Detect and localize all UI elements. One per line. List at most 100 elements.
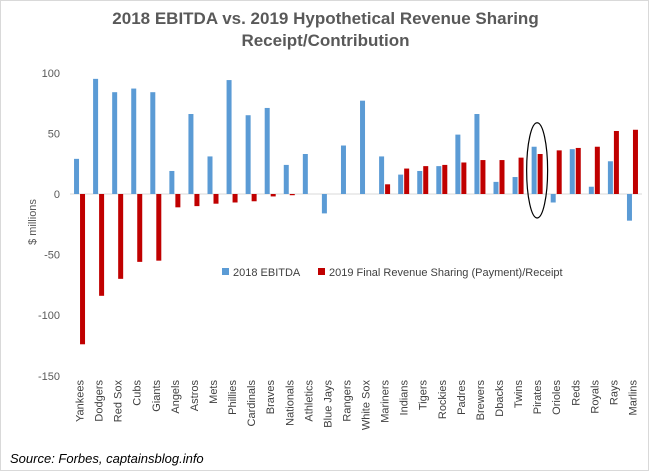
revenue-sharing-bar-nationals	[289, 194, 295, 196]
ebitda-bar-dbacks	[493, 181, 499, 194]
category-label-brewers: Brewers	[475, 380, 487, 421]
category-label-royals: Royals	[589, 380, 601, 414]
ebitda-bar-braves	[264, 107, 270, 194]
category-label-yankees: Yankees	[75, 380, 87, 422]
ebitda-bar-rangers	[340, 145, 346, 194]
revenue-sharing-bar-cubs	[137, 194, 143, 262]
axis-layer: -150 -100 -50 0 50 100	[38, 68, 642, 383]
ebitda-bar-dodgers	[93, 78, 99, 194]
revenue-sharing-bar-brewers	[480, 160, 486, 194]
revenue-sharing-bar-indians	[404, 168, 410, 194]
revenue-sharing-bar-padres	[461, 162, 467, 194]
revenue-sharing-bar-yankees	[80, 194, 86, 345]
category-label-reds: Reds	[570, 380, 582, 406]
revenue-sharing-bar-red-sox	[118, 194, 124, 279]
ebitda-bar-angels	[169, 170, 175, 194]
ebitda-bar-rockies	[436, 166, 442, 194]
ebitda-bar-rays	[607, 161, 613, 194]
revenue-sharing-bar-astros	[194, 194, 200, 207]
legend-swatch-revenue-sharing	[318, 268, 325, 275]
category-label-rays: Rays	[608, 380, 620, 406]
bar-layer	[74, 78, 638, 345]
ebitda-bar-blue-jays	[321, 194, 327, 214]
category-label-dodgers: Dodgers	[94, 380, 106, 422]
source-note: Source: Forbes, captainsblog.info	[10, 451, 204, 466]
y-tick-label: -50	[44, 250, 60, 262]
category-labels: Yankees Dodgers Red Sox Cubs Giants Angels Ast…	[75, 380, 640, 431]
category-label-rockies: Rockies	[437, 380, 449, 420]
ebitda-bar-royals	[588, 186, 594, 194]
y-tick-label: 100	[42, 68, 60, 80]
legend-swatch-ebitda	[222, 268, 229, 275]
category-label-mets: Mets	[208, 380, 220, 404]
revenue-sharing-bar-pirates	[537, 154, 543, 194]
ebitda-bar-red-sox	[112, 92, 118, 194]
category-label-astros: Astros	[189, 380, 201, 412]
category-label-twins: Twins	[513, 380, 525, 409]
chart-title: 2018 EBITDA vs. 2019 Hypothetical Revenu…	[0, 8, 651, 52]
category-label-cubs: Cubs	[132, 380, 144, 406]
category-label-rangers: Rangers	[341, 380, 353, 422]
category-label-white-sox: White Sox	[361, 380, 373, 431]
chart-title-line-1: 2018 EBITDA vs. 2019 Hypothetical Revenu…	[112, 9, 539, 28]
category-label-athletics: Athletics	[303, 380, 315, 422]
category-label-indians: Indians	[399, 380, 411, 416]
revenue-sharing-bar-rockies	[442, 164, 448, 194]
ebitda-bar-mets	[207, 156, 213, 194]
category-label-tigers: Tigers	[418, 380, 430, 411]
revenue-sharing-bar-rays	[613, 130, 619, 194]
ebitda-bar-giants	[150, 92, 156, 194]
category-label-padres: Padres	[456, 380, 468, 415]
category-label-red-sox: Red Sox	[113, 380, 125, 423]
revenue-sharing-bar-orioles	[556, 150, 562, 194]
revenue-sharing-bar-cardinals	[251, 194, 257, 202]
ebitda-bar-padres	[455, 134, 461, 194]
ebitda-bar-orioles	[550, 194, 556, 203]
category-label-cardinals: Cardinals	[246, 380, 258, 427]
ebitda-bar-cardinals	[245, 115, 251, 194]
y-axis-label: $ millions	[27, 199, 39, 245]
revenue-sharing-bar-mets	[213, 194, 219, 204]
revenue-sharing-bar-mariners	[385, 184, 391, 194]
legend: 2018 EBITDA 2019 Final Revenue Sharing (…	[222, 267, 563, 279]
y-tick-label: -150	[38, 371, 60, 383]
ebitda-bar-pirates	[531, 146, 537, 194]
chart-title-line-2: Receipt/Contribution	[241, 31, 410, 50]
revenue-sharing-bar-dodgers	[99, 194, 105, 296]
y-tick-label: -100	[38, 310, 60, 322]
ebitda-bar-indians	[398, 174, 404, 194]
category-label-mariners: Mariners	[380, 380, 392, 423]
ebitda-bar-phillies	[226, 80, 232, 194]
revenue-sharing-bar-dbacks	[499, 160, 505, 194]
ebitda-bar-astros	[188, 114, 194, 194]
revenue-sharing-bar-phillies	[232, 194, 238, 203]
ebitda-bar-athletics	[302, 154, 308, 194]
category-label-dbacks: Dbacks	[494, 380, 506, 417]
y-tick-label: 0	[54, 189, 60, 201]
y-tick-label: 50	[48, 128, 60, 140]
ebitda-bar-white-sox	[360, 100, 366, 194]
legend-label-revenue-sharing: 2019 Final Revenue Sharing (Payment)/Rec…	[329, 267, 563, 279]
ebitda-bar-cubs	[131, 88, 137, 194]
category-label-phillies: Phillies	[227, 380, 239, 415]
ebitda-bar-yankees	[74, 158, 80, 194]
revenue-sharing-bar-tigers	[423, 166, 429, 194]
ebitda-bar-twins	[512, 177, 518, 194]
ebitda-bar-marlins	[626, 194, 632, 221]
legend-label-ebitda: 2018 EBITDA	[233, 267, 301, 279]
category-label-blue-jays: Blue Jays	[322, 380, 334, 428]
ebitda-bar-reds	[569, 149, 575, 194]
revenue-sharing-bar-reds	[575, 147, 581, 194]
category-label-marlins: Marlins	[627, 380, 639, 416]
revenue-sharing-bar-angels	[175, 194, 181, 208]
category-label-angels: Angels	[170, 380, 182, 414]
ebitda-bar-mariners	[379, 156, 385, 194]
revenue-sharing-bar-braves	[270, 194, 276, 197]
category-label-giants: Giants	[151, 380, 163, 412]
ebitda-bar-nationals	[283, 164, 289, 194]
pirates-highlight-ellipse	[526, 122, 549, 219]
revenue-sharing-bar-marlins	[632, 129, 638, 194]
category-label-orioles: Orioles	[551, 380, 563, 415]
